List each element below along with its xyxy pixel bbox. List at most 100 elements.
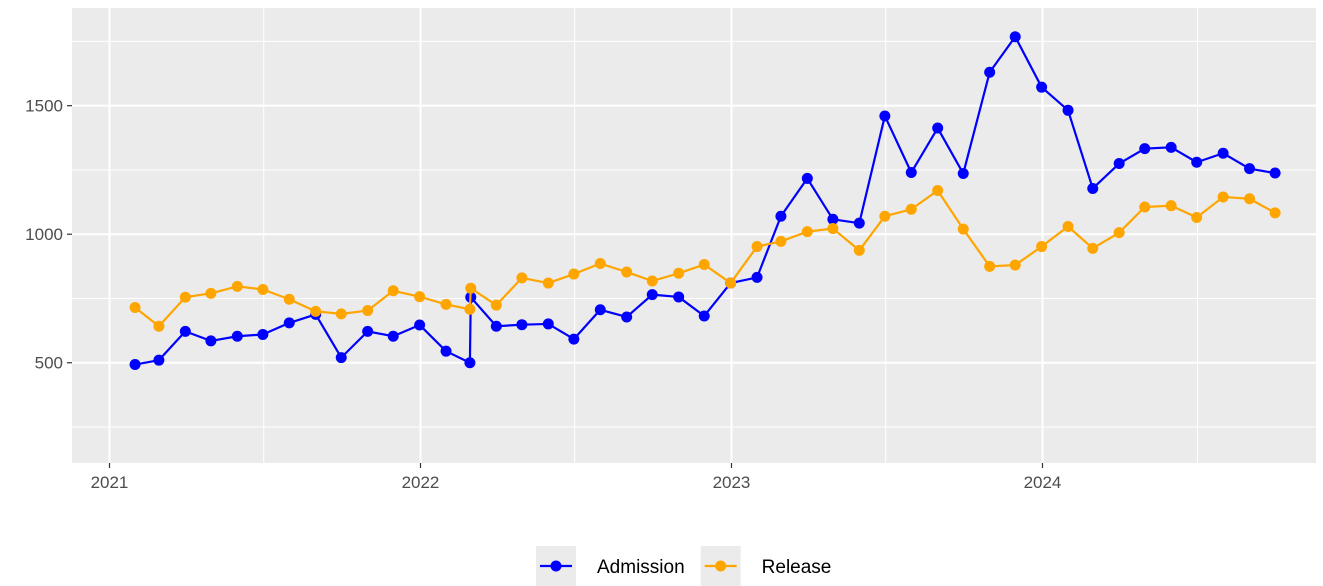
axes: 500 1000 1500 2021 2022 2023 2024 — [25, 97, 1061, 492]
x-tick-label: 2024 — [1024, 473, 1062, 492]
data-point — [1009, 259, 1021, 271]
series-line — [134, 35, 1276, 366]
data-point — [1036, 81, 1048, 93]
data-point — [465, 282, 477, 294]
data-point — [621, 266, 633, 278]
data-point — [414, 291, 426, 303]
data-point — [673, 291, 685, 303]
data-point — [231, 330, 243, 342]
data-point — [179, 325, 191, 337]
data-point — [1139, 201, 1151, 213]
data-point — [1165, 141, 1177, 153]
data-point — [905, 203, 917, 215]
data-point — [1009, 31, 1021, 43]
data-point — [179, 291, 191, 303]
data-point — [957, 223, 969, 235]
data-point — [1139, 143, 1151, 155]
data-point — [490, 320, 502, 332]
data-point — [594, 258, 606, 270]
data-point — [957, 168, 969, 180]
data-point — [1244, 193, 1256, 205]
data-point — [516, 319, 528, 331]
data-point — [984, 260, 996, 272]
data-point — [879, 210, 891, 222]
data-point — [621, 311, 633, 323]
data-point — [646, 275, 658, 287]
data-point — [775, 210, 787, 222]
plot-panel — [72, 8, 1316, 463]
data-point — [231, 280, 243, 292]
legend: Admission Release — [536, 546, 831, 586]
data-point — [490, 299, 502, 311]
data-point — [905, 167, 917, 179]
data-point — [1113, 227, 1125, 239]
data-point — [387, 285, 399, 297]
legend-item-admission: Admission — [536, 546, 685, 586]
data-point — [673, 267, 685, 279]
data-point — [594, 304, 606, 316]
data-point — [335, 352, 347, 364]
data-point — [568, 333, 580, 345]
series-layer — [129, 31, 1281, 371]
data-point — [775, 235, 787, 247]
data-point — [283, 293, 295, 305]
data-point — [1062, 221, 1074, 233]
data-point — [827, 213, 839, 225]
data-point — [283, 317, 295, 329]
data-point — [542, 318, 554, 330]
data-point — [440, 345, 452, 357]
data-point — [310, 305, 322, 317]
data-point — [257, 328, 269, 340]
y-tick-label: 1500 — [25, 97, 63, 116]
data-point — [827, 223, 839, 235]
data-point — [568, 268, 580, 280]
data-point — [1269, 207, 1281, 219]
data-point — [801, 226, 813, 238]
data-point — [205, 287, 217, 299]
data-point — [1087, 242, 1099, 254]
y-tick-label: 500 — [35, 354, 63, 373]
data-point — [257, 283, 269, 295]
data-point — [414, 319, 426, 331]
data-point — [362, 305, 374, 317]
data-point — [1217, 147, 1229, 159]
data-point — [129, 359, 141, 371]
data-point — [1191, 156, 1203, 168]
data-point — [464, 303, 476, 315]
data-point — [751, 271, 763, 283]
data-point — [984, 66, 996, 78]
data-point — [1244, 163, 1256, 175]
data-point — [1113, 158, 1125, 170]
grid-lines — [72, 8, 1316, 463]
data-point — [725, 277, 737, 289]
series-release — [129, 185, 1281, 332]
data-point — [879, 110, 891, 122]
data-point — [205, 335, 217, 347]
data-point — [129, 301, 141, 313]
data-point — [853, 217, 865, 229]
data-point — [335, 308, 347, 320]
data-point — [153, 354, 165, 366]
x-tick-label: 2023 — [713, 473, 751, 492]
data-point — [1269, 167, 1281, 179]
data-point — [516, 272, 528, 284]
data-point — [932, 185, 944, 197]
legend-label: Admission — [597, 557, 685, 578]
data-point — [542, 277, 554, 289]
data-point — [1036, 241, 1048, 253]
legend-key-point — [715, 560, 727, 572]
legend-key-point — [550, 560, 562, 572]
data-point — [801, 172, 813, 184]
data-point — [1191, 212, 1203, 224]
series-line — [134, 189, 1276, 328]
data-point — [1087, 182, 1099, 194]
data-point — [698, 310, 710, 322]
data-point — [387, 330, 399, 342]
data-point — [362, 325, 374, 337]
data-point — [751, 241, 763, 253]
legend-label: Release — [762, 557, 832, 578]
data-point — [932, 122, 944, 134]
data-point — [1165, 200, 1177, 212]
data-point — [853, 244, 865, 256]
